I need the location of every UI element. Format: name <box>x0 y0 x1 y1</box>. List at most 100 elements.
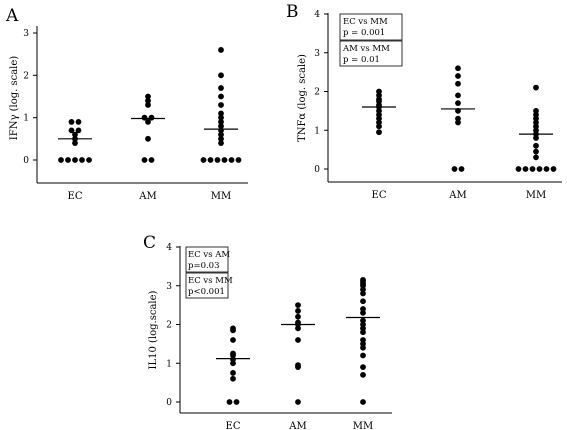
y-tick-label-c-0: 0 <box>166 398 172 408</box>
panel-letter-b: B <box>286 2 299 22</box>
data-point-b-am <box>455 73 461 79</box>
data-point-b-mm <box>533 142 539 149</box>
data-point-c-mm <box>360 364 366 371</box>
x-tick-label-a-am: AM <box>138 191 156 202</box>
y-tick-label-c-1: 1 <box>166 359 172 369</box>
annotation-box-b1 <box>339 13 403 41</box>
annotation-b2-line1: AM vs MM <box>342 44 390 54</box>
data-point-a-am <box>145 135 151 142</box>
data-point-a-ec <box>68 119 75 125</box>
data-point-a-am <box>145 97 151 104</box>
data-point-c-am <box>295 399 301 405</box>
data-point-c-mm <box>360 306 366 312</box>
panel-c: C IL10 (log.scale) EC vs AM p=0.03 EC vs… <box>143 233 392 430</box>
x-tick-label-b-mm: MM <box>526 190 546 201</box>
y-tick-label-a-3: 3 <box>23 29 29 39</box>
data-point-c-ec <box>233 399 240 405</box>
data-point-a-mm <box>218 127 224 134</box>
data-point-a-ec <box>75 127 82 134</box>
data-point-c-mm <box>360 298 366 305</box>
data-point-a-am <box>145 119 151 125</box>
data-point-b-am <box>455 100 461 107</box>
data-point-a-mm <box>200 157 207 163</box>
y-tick-label-b-4: 4 <box>314 10 320 20</box>
data-point-b-mm <box>550 166 557 172</box>
data-point-c-am <box>295 337 301 343</box>
data-point-c-ec <box>230 370 236 376</box>
data-point-b-mm <box>533 107 539 114</box>
x-tick-label-a-ec: EC <box>68 191 83 202</box>
data-point-a-ec <box>79 157 85 163</box>
data-point-a-mm <box>221 157 228 163</box>
data-point-a-mm <box>218 47 224 53</box>
data-point-b-am <box>455 65 461 72</box>
panel-a-marks: 0 1 2 3 EC AM MM <box>23 29 242 202</box>
annotation-c2-line1: EC vs MM <box>188 276 233 286</box>
data-point-a-ec <box>86 157 92 163</box>
data-point-a-mm <box>218 114 224 121</box>
y-axis-label-a: IFNγ (log. scale) <box>9 56 20 140</box>
data-point-a-am <box>145 102 151 108</box>
annotation-box-c1 <box>185 246 229 273</box>
y-tick-label-b-2: 2 <box>314 88 320 98</box>
data-point-c-mm <box>360 337 366 343</box>
data-point-c-mm <box>360 352 366 359</box>
data-point-a-mm <box>235 157 242 163</box>
data-point-a-mm <box>214 157 221 163</box>
x-tick-label-c-am: AM <box>288 421 306 430</box>
data-point-a-mm <box>218 102 224 108</box>
data-point-a-mm <box>207 157 214 163</box>
y-tick-label-a-1: 1 <box>23 114 29 124</box>
data-point-a-ec <box>75 119 82 125</box>
data-point-c-am <box>295 302 301 309</box>
data-point-c-mm <box>360 317 366 324</box>
data-point-a-mm <box>218 131 224 138</box>
data-point-b-mm <box>533 154 539 161</box>
data-point-a-mm <box>218 93 224 100</box>
data-point-b-am <box>455 107 461 114</box>
data-point-b-am <box>455 115 461 122</box>
x-tick-label-c-mm: MM <box>353 421 373 430</box>
data-point-a-mm <box>218 140 224 146</box>
y-tick-label-c-3: 3 <box>166 282 172 292</box>
data-point-b-am <box>455 80 461 87</box>
data-point-b-ec <box>376 88 382 95</box>
data-point-b-mm <box>543 166 550 172</box>
x-tick-label-b-ec: EC <box>372 190 387 201</box>
data-point-a-mm <box>228 157 235 163</box>
data-point-b-mm <box>533 148 539 155</box>
annotation-b1-line2: p = 0.001 <box>343 28 385 38</box>
data-point-b-am <box>458 166 465 172</box>
data-point-b-mm <box>529 166 536 172</box>
data-point-c-mm <box>360 277 366 283</box>
data-point-c-ec <box>230 375 236 382</box>
y-axis-label-b: TNFα (log. scale) <box>297 54 308 142</box>
data-point-b-ec <box>376 129 382 136</box>
x-tick-label-a-mm: MM <box>211 191 231 202</box>
data-point-a-ec <box>72 135 78 142</box>
data-point-a-ec <box>72 157 78 163</box>
y-tick-label-a-2: 2 <box>23 71 29 81</box>
data-point-c-am <box>295 308 301 314</box>
data-point-a-mm <box>218 72 224 79</box>
data-point-a-am <box>148 157 155 163</box>
panel-letter-c: C <box>143 233 156 253</box>
y-tick-label-b-0: 0 <box>314 165 320 175</box>
data-point-c-ec <box>230 350 236 357</box>
data-point-a-ec <box>72 131 78 138</box>
x-tick-label-c-ec: EC <box>226 421 241 430</box>
x-tick-label-b-am: AM <box>448 190 466 201</box>
panel-letter-a: A <box>5 6 19 26</box>
data-point-c-am <box>295 313 301 320</box>
data-point-b-am <box>451 166 458 172</box>
panel-b-marks: 0 1 2 3 4 EC AM MM <box>314 10 557 201</box>
annotation-box-c2 <box>185 272 229 299</box>
data-point-a-ec <box>72 140 78 146</box>
data-point-a-ec <box>58 157 64 163</box>
y-axis-label-c: IL10 (log.scale) <box>148 290 159 369</box>
data-point-b-am <box>455 92 461 99</box>
data-point-c-ec <box>226 399 233 405</box>
y-tick-label-c-2: 2 <box>166 321 172 331</box>
panel-c-marks: 0 1 2 3 4 EC AM MM <box>166 243 380 430</box>
